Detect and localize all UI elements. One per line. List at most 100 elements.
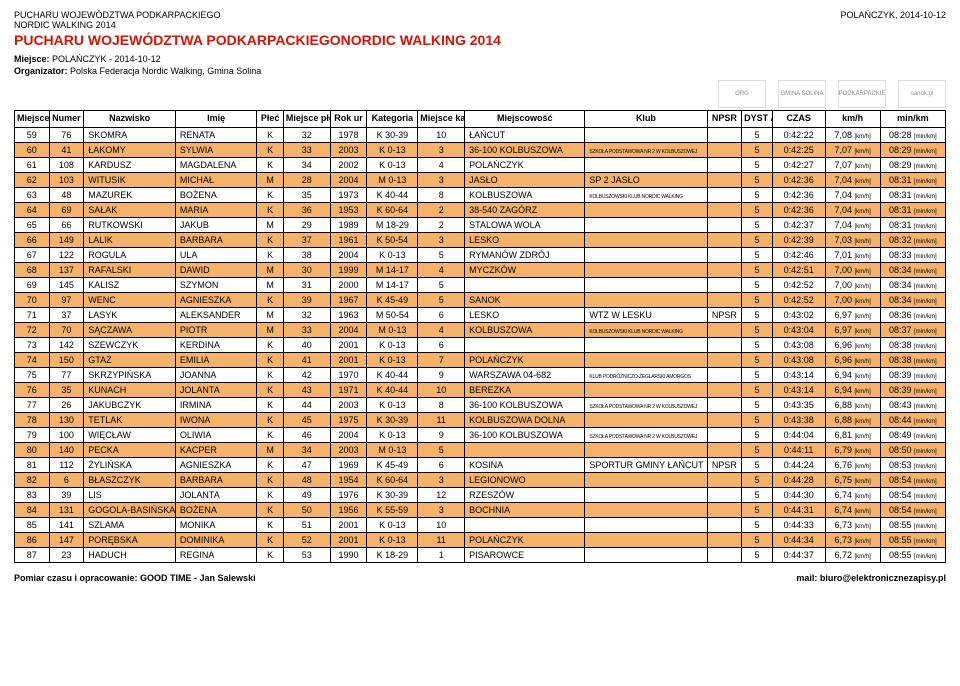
cell: 5	[742, 127, 773, 142]
cell	[707, 382, 742, 397]
cell: KOSINA	[465, 457, 585, 472]
cell: WTZ W LESKU	[585, 307, 707, 322]
cell	[585, 292, 707, 307]
cell: 08:31 [min/km]	[880, 217, 945, 232]
cell	[585, 352, 707, 367]
cell	[585, 502, 707, 517]
cell: 34	[283, 442, 330, 457]
cell	[707, 322, 742, 337]
cell: 6,73 [km/h]	[825, 532, 880, 547]
cell: 6,94 [km/h]	[825, 382, 880, 397]
cell: ROGULA	[84, 247, 176, 262]
cell: 08:49 [min/km]	[880, 427, 945, 442]
cell: 0:44:33	[772, 517, 825, 532]
cell: 36-100 KOLBUSZOWA	[465, 142, 585, 157]
cell: K	[257, 427, 283, 442]
cell: 81	[15, 457, 50, 472]
col-header: Imię	[175, 111, 256, 128]
cell: 45	[283, 412, 330, 427]
cell: 51	[283, 517, 330, 532]
cell: DOMINIKA	[175, 532, 256, 547]
cell: 5	[742, 457, 773, 472]
cell: 1971	[330, 382, 367, 397]
cell: K 40-44	[367, 187, 418, 202]
cell: PISAROWCE	[465, 547, 585, 562]
cell: 77	[15, 397, 50, 412]
cell: M 18-29	[367, 217, 418, 232]
cell: 0:44:28	[772, 472, 825, 487]
cell: 2003	[330, 142, 367, 157]
cell: K	[257, 187, 283, 202]
table-row: 6566RUTKOWSKIJAKUBM291989M 18-292STALOWA…	[15, 217, 946, 232]
cell: 52	[283, 532, 330, 547]
cell: 1953	[330, 202, 367, 217]
cell: 76	[15, 382, 50, 397]
cell: M	[257, 277, 283, 292]
cell: 0:42:51	[772, 262, 825, 277]
cell: 08:31 [min/km]	[880, 187, 945, 202]
cell: 08:43 [min/km]	[880, 397, 945, 412]
cell: 70	[49, 322, 84, 337]
col-header: Numer	[49, 111, 84, 128]
cell: PORĘBSKA	[84, 532, 176, 547]
cell: KALISZ	[84, 277, 176, 292]
cell: K 0-13	[367, 397, 418, 412]
cell: BOŻENA	[175, 187, 256, 202]
cell: AGNIESZKA	[175, 292, 256, 307]
cell: JASŁO	[465, 172, 585, 187]
cell: AGNIESZKA	[175, 457, 256, 472]
cell: 61	[15, 157, 50, 172]
table-row: 66149LALIKBARBARAK371961K 50-543LESKO50:…	[15, 232, 946, 247]
cell: MARIA	[175, 202, 256, 217]
cell: LESKO	[465, 307, 585, 322]
cell: 08:39 [min/km]	[880, 382, 945, 397]
cell: 8	[418, 397, 465, 412]
cell: K 30-39	[367, 487, 418, 502]
cell: 70	[15, 292, 50, 307]
cell	[707, 172, 742, 187]
cell: 1956	[330, 502, 367, 517]
table-row: 826BŁASZCZYKBARBARAK481954K 60-643LEGION…	[15, 472, 946, 487]
cell	[585, 412, 707, 427]
cell: 74	[15, 352, 50, 367]
cell	[707, 442, 742, 457]
cell: 36	[283, 202, 330, 217]
cell: K 40-44	[367, 367, 418, 382]
cell: 5	[742, 427, 773, 442]
cell: 103	[49, 172, 84, 187]
cell: K	[257, 142, 283, 157]
cell: KOLBUSZOWA DOLNA	[465, 412, 585, 427]
table-row: 67122ROGULAULAK382004K 0-135RYMANÓW ZDRÓ…	[15, 247, 946, 262]
cell: 11	[418, 412, 465, 427]
cell: 08:34 [min/km]	[880, 277, 945, 292]
cell: M 14-17	[367, 277, 418, 292]
footer-right: mail: biuro@elektronicznezapisy.pl	[796, 573, 946, 583]
cell: 40	[283, 337, 330, 352]
cell: K 60-64	[367, 202, 418, 217]
cell: 5	[742, 367, 773, 382]
cell: SZLAMA	[84, 517, 176, 532]
cell: K	[257, 352, 283, 367]
cell: POLAŃCZYK	[465, 157, 585, 172]
cell	[585, 232, 707, 247]
cell: 5	[742, 442, 773, 457]
cell: K 18-29	[367, 547, 418, 562]
cell: HADUCH	[84, 547, 176, 562]
cell: 108	[49, 157, 84, 172]
cell: 0:43:04	[772, 322, 825, 337]
cell	[585, 547, 707, 562]
cell: 5	[742, 202, 773, 217]
table-row: 6469SAŁAKMARIAK361953K 60-64238-540 ZAGÓ…	[15, 202, 946, 217]
cell: 1978	[330, 127, 367, 142]
cell	[707, 247, 742, 262]
cell	[707, 187, 742, 202]
table-row: 86147PORĘBSKADOMINIKAK522001K 0-1311POLA…	[15, 532, 946, 547]
cell: 79	[15, 427, 50, 442]
cell: 5	[742, 232, 773, 247]
logos-row: ORG GMINA SOLINA PODKARPACKIE sanok.pl	[14, 80, 946, 108]
cell: M 0-13	[367, 322, 418, 337]
cell: 1961	[330, 232, 367, 247]
cell: 6,96 [km/h]	[825, 337, 880, 352]
cell: 80	[15, 442, 50, 457]
cell: 34	[283, 157, 330, 172]
